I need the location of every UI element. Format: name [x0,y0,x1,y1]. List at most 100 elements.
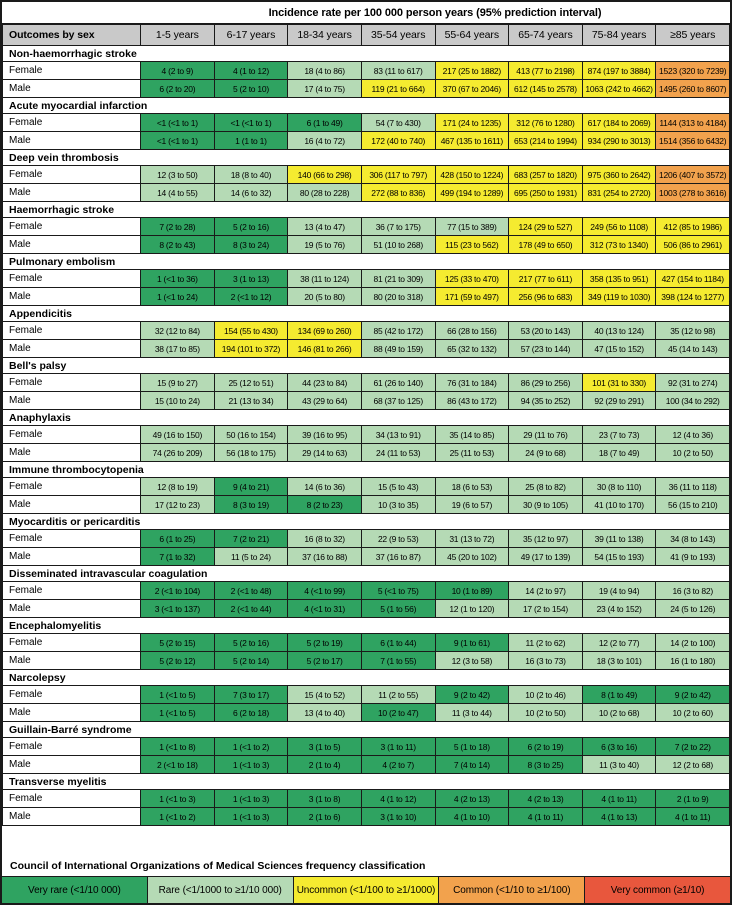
incidence-cell: 3 (1 to 10) [360,807,436,826]
age-column-header: 18-34 years [287,24,362,46]
incidence-cell: 83 (11 to 617) [360,61,436,80]
incidence-cell: 4 (1 to 12) [360,789,436,808]
incidence-cell: 41 (10 to 170) [581,495,657,514]
incidence-cell: 874 (197 to 3884) [581,61,657,80]
incidence-cell: 7 (4 to 14) [434,755,510,774]
incidence-cell: 1 (<1 to 5) [140,685,215,704]
incidence-cell: 831 (254 to 2720) [581,183,657,202]
table-row: Female 1 (<1 to 8) 1 (<1 to 2) 3 (1 to 5) 3 … [2,737,730,756]
incidence-cell: 92 (29 to 291) [581,391,657,410]
incidence-cell: 272 (88 to 836) [360,183,436,202]
incidence-cell: 2 (<1 to 48) [213,581,289,600]
incidence-cell: 34 (13 to 91) [360,425,436,444]
age-column-header: 1-5 years [140,24,215,46]
table-row: Female 4 (2 to 9) 4 (1 to 12) 18 (4 to 86) 8… [2,61,730,80]
incidence-cell: 1 (<1 to 36) [140,269,215,288]
incidence-cell: 100 (34 to 292) [655,391,730,410]
incidence-cell: 4 (1 to 10) [434,807,510,826]
row-label: Male [2,495,141,514]
incidence-cell: 5 (1 to 56) [360,599,436,618]
incidence-cell: 23 (4 to 152) [581,599,657,618]
row-label: Female [2,321,141,340]
incidence-cell: 125 (33 to 470) [434,269,510,288]
incidence-cell: 34 (8 to 143) [655,529,730,548]
table-row: Male 1 (<1 to 5) 6 (2 to 18) 13 (4 to 40) 10… [2,703,730,722]
incidence-cell: 115 (23 to 562) [434,235,510,254]
row-label: Male [2,131,141,150]
incidence-cell: 11 (2 to 62) [508,633,583,652]
incidence-cell: 40 (13 to 124) [581,321,657,340]
incidence-cell: 8 (2 to 23) [287,495,362,514]
incidence-cell: 49 (16 to 150) [140,425,215,444]
incidence-cell: 10 (2 to 50) [655,443,730,462]
incidence-cell: 19 (4 to 94) [581,581,657,600]
incidence-cell: 29 (14 to 63) [287,443,362,462]
section-header: Non-haemorrhagic stroke [2,45,730,62]
incidence-cell: 43 (29 to 64) [287,391,362,410]
incidence-cell: 11 (5 to 24) [213,547,289,566]
incidence-cell: 171 (59 to 497) [434,287,510,306]
incidence-cell: 9 (4 to 21) [213,477,289,496]
incidence-cell: 14 (2 to 97) [508,581,583,600]
incidence-cell: 4 (1 to 12) [213,61,289,80]
incidence-cell: 30 (8 to 110) [581,477,657,496]
incidence-cell: 86 (29 to 256) [508,373,583,392]
incidence-cell: 2 (1 to 9) [655,789,730,808]
incidence-cell: 2 (<1 to 104) [140,581,215,600]
incidence-cell: 2 (1 to 6) [287,807,362,826]
incidence-cell: 74 (26 to 209) [140,443,215,462]
incidence-cell: 6 (1 to 25) [140,529,215,548]
incidence-cell: 217 (77 to 611) [508,269,583,288]
legend-item: Very rare (<1/10 000) [2,877,148,903]
incidence-cell: 32 (12 to 84) [140,321,215,340]
incidence-cell: 19 (6 to 57) [434,495,510,514]
table-row: Female 1 (<1 to 5) 7 (3 to 17) 15 (4 to 52)… [2,685,730,704]
incidence-cell: 4 (2 to 13) [434,789,510,808]
incidence-cell: 428 (150 to 1224) [434,165,510,184]
incidence-cell: 171 (24 to 1235) [434,113,510,132]
incidence-cell: 54 (7 to 430) [360,113,436,132]
table-row: Male 1 (<1 to 24) 2 (<1 to 12) 20 (5 to 80)… [2,287,730,306]
incidence-cell: 1 (<1 to 24) [140,287,215,306]
incidence-cell: 683 (257 to 1820) [508,165,583,184]
section-header: Myocarditis or pericarditis [2,513,730,530]
incidence-cell: 4 (2 to 7) [360,755,436,774]
incidence-cell: 413 (77 to 2198) [508,61,583,80]
incidence-cell: 56 (15 to 210) [655,495,730,514]
incidence-cell: 1 (<1 to 2) [140,807,215,826]
incidence-cell: 81 (21 to 309) [360,269,436,288]
table-row: Male 5 (2 to 12) 5 (2 to 14) 5 (2 to 17) 7 (… [2,651,730,670]
incidence-cell: 9 (1 to 61) [434,633,510,652]
incidence-cell: 217 (25 to 1882) [434,61,510,80]
section-header: Disseminated intravascular coagulation [2,565,730,582]
incidence-cell: 45 (14 to 143) [655,339,730,358]
age-column-header: 35-54 years [360,24,436,46]
section-row: Myocarditis or pericarditis [2,513,730,530]
row-label: Male [2,807,141,826]
incidence-cell: 86 (43 to 172) [434,391,510,410]
section-row: Anaphylaxis [2,409,730,426]
row-label: Female [2,581,141,600]
incidence-cell: 45 (20 to 102) [434,547,510,566]
incidence-cell: 76 (31 to 184) [434,373,510,392]
incidence-cell: 4 (2 to 9) [140,61,215,80]
row-label: Female [2,633,141,652]
row-label: Male [2,183,141,202]
incidence-cell: 12 (4 to 36) [655,425,730,444]
incidence-cell: 3 (1 to 13) [213,269,289,288]
incidence-cell: 178 (49 to 650) [508,235,583,254]
legend-item: Rare (<1/1000 to ≥1/10 000) [147,877,294,903]
incidence-cell: 5 (2 to 10) [213,79,289,98]
incidence-cell: 1 (1 to 1) [213,131,289,150]
incidence-cell: 13 (4 to 47) [287,217,362,236]
frequency-legend: Very rare (<1/10 000) Rare (<1/1000 to ≥1… [2,876,730,903]
incidence-cell: 18 (4 to 86) [287,61,362,80]
incidence-cell: 80 (28 to 228) [287,183,362,202]
section-header: Acute myocardial infarction [2,97,730,114]
incidence-cell: 5 (2 to 12) [140,651,215,670]
figure-title-band: Incidence rate per 100 000 person years … [2,2,730,24]
incidence-cell: 25 (12 to 51) [213,373,289,392]
incidence-cell: 398 (124 to 1277) [655,287,730,306]
incidence-cell: 68 (37 to 125) [360,391,436,410]
incidence-cell: 35 (12 to 97) [508,529,583,548]
